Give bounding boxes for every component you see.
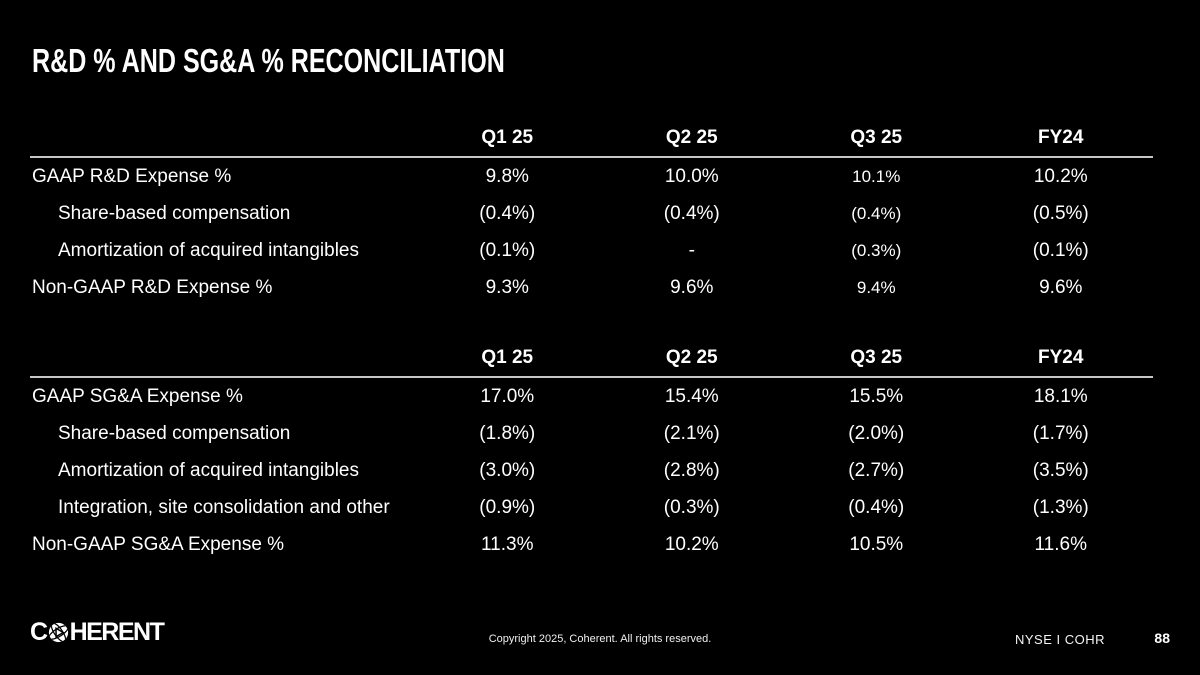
table-cell: 10.0% (664, 165, 719, 187)
table-cell: (0.4%) (848, 496, 905, 518)
table-cell: (0.4%) (479, 202, 536, 224)
table-row: Non-GAAP SG&A Expense % 11.3% 10.2% 10.5… (30, 526, 1153, 563)
table-cell: 9.8% (485, 165, 529, 187)
table-cell: (0.9%) (479, 496, 536, 518)
column-header: Q1 25 (481, 127, 534, 148)
sga-reconciliation-table: Q1 25 Q2 25 Q3 25 FY24 GAAP SG&A Expense… (30, 340, 1153, 563)
table-cell: (0.3%) (663, 496, 720, 518)
table-cell: (1.7%) (1032, 422, 1089, 444)
table-header-row: Q1 25 Q2 25 Q3 25 FY24 (30, 340, 1153, 378)
column-header: Q3 25 (850, 347, 903, 368)
column-header: FY24 (1038, 127, 1084, 148)
table-cell: 9.3% (485, 276, 529, 298)
page-number: 88 (1154, 630, 1170, 646)
table-row: Share-based compensation (1.8%) (2.1%) (… (30, 415, 1153, 452)
table-cell: (0.4%) (851, 203, 902, 223)
table-row: GAAP SG&A Expense % 17.0% 15.4% 15.5% 18… (30, 378, 1153, 415)
table-cell: (0.4%) (663, 202, 720, 224)
row-label: Integration, site consolidation and othe… (58, 496, 390, 518)
table-cell: 10.1% (852, 166, 901, 186)
table-cell: (0.3%) (851, 240, 902, 260)
row-label: Share-based compensation (58, 202, 291, 224)
rd-reconciliation-table: Q1 25 Q2 25 Q3 25 FY24 GAAP R&D Expense … (30, 120, 1153, 306)
table-cell: (2.0%) (848, 422, 905, 444)
table-row: Non-GAAP R&D Expense % 9.3% 9.6% 9.4% 9.… (30, 269, 1153, 306)
table-header-row: Q1 25 Q2 25 Q3 25 FY24 (30, 120, 1153, 158)
table-cell: (0.5%) (1032, 202, 1089, 224)
table-cell: 10.2% (664, 533, 719, 555)
slide-title: R&D % AND SG&A % RECONCILIATION (32, 42, 505, 79)
column-header: Q1 25 (481, 347, 534, 368)
copyright-text: Copyright 2025, Coherent. All rights res… (488, 633, 712, 645)
table-cell: 15.5% (849, 385, 904, 407)
row-label: Non-GAAP SG&A Expense % (32, 533, 285, 555)
coherent-globe-icon (48, 622, 68, 642)
table-cell: 10.2% (1033, 165, 1088, 187)
table-row: GAAP R&D Expense % 9.8% 10.0% 10.1% 10.2… (30, 158, 1153, 195)
row-label: Share-based compensation (58, 422, 291, 444)
table-cell: (2.8%) (663, 459, 720, 481)
table-cell: (0.1%) (1032, 239, 1089, 261)
column-header: Q3 25 (850, 127, 903, 148)
logo-text: HERENT (69, 618, 165, 646)
row-label: Non-GAAP R&D Expense % (32, 276, 273, 298)
table-row: Share-based compensation (0.4%) (0.4%) (… (30, 195, 1153, 232)
logo-text: C (30, 618, 48, 646)
table-cell: 11.6% (1034, 533, 1087, 555)
table-cell: (2.7%) (848, 459, 905, 481)
row-label: Amortization of acquired intangibles (58, 459, 360, 481)
coherent-logo: C HERENT (30, 618, 165, 646)
ticker-text: NYSE I COHR (1014, 632, 1105, 647)
column-header: Q2 25 (665, 347, 718, 368)
row-label: GAAP SG&A Expense % (32, 385, 243, 407)
table-cell: 18.1% (1033, 385, 1088, 407)
row-label: GAAP R&D Expense % (32, 165, 232, 187)
column-header: FY24 (1038, 347, 1084, 368)
table-cell: - (688, 239, 695, 261)
column-header: Q2 25 (665, 127, 718, 148)
table-row: Amortization of acquired intangibles (0.… (30, 232, 1153, 269)
table-cell: 10.5% (849, 533, 904, 555)
table-cell: (1.3%) (1032, 496, 1089, 518)
table-cell: 9.4% (856, 277, 896, 297)
table-cell: (3.0%) (479, 459, 536, 481)
table-cell: 15.4% (664, 385, 719, 407)
table-cell: (1.8%) (479, 422, 536, 444)
row-label: Amortization of acquired intangibles (58, 239, 360, 261)
table-cell: 9.6% (670, 276, 714, 298)
table-cell: 11.3% (481, 533, 534, 555)
table-cell: (3.5%) (1032, 459, 1089, 481)
table-cell: 17.0% (480, 385, 535, 407)
table-cell: (2.1%) (663, 422, 720, 444)
table-cell: (0.1%) (479, 239, 536, 261)
table-row: Integration, site consolidation and othe… (30, 489, 1153, 526)
table-cell: 9.6% (1039, 276, 1083, 298)
table-row: Amortization of acquired intangibles (3.… (30, 452, 1153, 489)
